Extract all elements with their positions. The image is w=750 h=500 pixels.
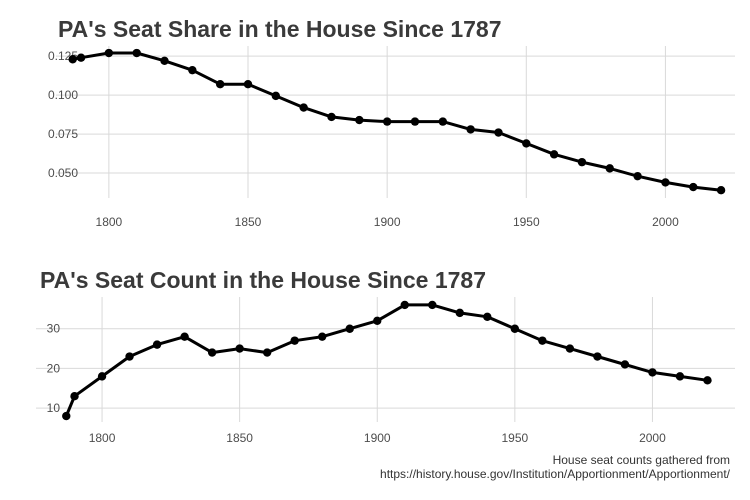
seat-share-x-tick-label: 1850 — [235, 215, 262, 229]
seat-share-data-point — [355, 115, 364, 125]
seat-share-data-point — [466, 125, 475, 134]
seat-share-x-tick-label: 1900 — [374, 215, 401, 229]
seat-share-panel: PA's Seat Share in the House Since 1787 … — [48, 16, 735, 229]
seat-share-data-point — [494, 128, 503, 137]
seat-share-data-point — [661, 178, 670, 187]
seat-share-data-point — [522, 139, 531, 148]
seat-count-data-point — [207, 348, 217, 357]
seat-share-title: PA's Seat Share in the House Since 1787 — [58, 16, 502, 42]
seat-count-line — [64, 303, 709, 418]
seat-share-data-point — [327, 112, 336, 122]
seat-share-x-tick-label: 1800 — [96, 215, 123, 229]
seat-count-data-point — [262, 348, 272, 357]
seat-share-data-point — [689, 182, 698, 192]
seat-count-data-point — [455, 308, 465, 318]
seat-count-data-point — [400, 300, 409, 310]
seat-count-y-tick-label: 30 — [47, 322, 61, 336]
seat-count-data-point — [97, 372, 107, 381]
seat-share-data-point — [104, 48, 114, 58]
seat-count-data-point — [318, 332, 327, 341]
seat-count-data-point — [565, 344, 575, 353]
caption-line-2: https://history.house.gov/Institution/Ap… — [380, 467, 731, 481]
seat-count-data-point — [593, 352, 602, 361]
seat-share-line — [71, 51, 723, 192]
seat-share-data-point — [215, 79, 225, 89]
seat-count-x-tick-label: 1950 — [501, 431, 528, 445]
seat-count-panel: PA's Seat Count in the House Since 1787 … — [36, 267, 735, 445]
seat-count-data-point — [235, 344, 244, 353]
seat-count-data-point — [70, 392, 79, 401]
seat-share-data-point — [68, 55, 77, 64]
seat-count-x-tick-label: 1900 — [364, 431, 391, 445]
seat-share-data-point — [132, 48, 141, 58]
seat-share-data-point — [410, 117, 420, 126]
seat-count-data-point — [428, 300, 437, 310]
seat-count-data-point — [152, 340, 162, 349]
seat-share-data-point — [382, 117, 392, 126]
seat-share-data-point — [549, 150, 559, 159]
seat-count-data-point — [675, 372, 685, 381]
seat-share-y-tick-label: 0.100 — [48, 88, 78, 102]
seat-count-y-tick-label: 10 — [47, 401, 61, 415]
seat-share-data-point — [438, 117, 448, 126]
seat-count-data-point — [290, 336, 299, 345]
seat-count-y-tick-label: 20 — [47, 361, 61, 375]
seat-share-y-tick-label: 0.050 — [48, 166, 78, 180]
seat-count-x-tick-label: 2000 — [639, 431, 666, 445]
seat-count-data-point — [538, 336, 547, 345]
seat-count-data-point — [62, 411, 71, 421]
seat-count-title: PA's Seat Count in the House Since 1787 — [40, 267, 486, 293]
seat-share-data-point — [188, 65, 197, 75]
seat-count-data-point — [125, 352, 134, 361]
seat-share-x-tick-label: 1950 — [513, 215, 540, 229]
seat-count-data-point — [510, 324, 520, 333]
seat-share-data-point — [160, 56, 169, 66]
seat-share-data-point — [299, 103, 308, 112]
seat-count-data-point — [345, 324, 354, 333]
seat-count-x-tick-label: 1800 — [89, 431, 116, 445]
seat-share-data-point — [76, 53, 86, 62]
seat-count-x-tick-label: 1850 — [226, 431, 253, 445]
seat-share-data-point — [271, 91, 281, 101]
seat-count-data-point — [373, 316, 382, 326]
seat-share-data-point — [716, 186, 726, 195]
seat-share-x-tick-label: 2000 — [652, 215, 679, 229]
seat-share-data-point — [243, 79, 253, 89]
seat-share-data-point — [577, 157, 587, 167]
seat-count-data-point — [620, 360, 630, 369]
caption-line-1: House seat counts gathered from — [553, 453, 730, 467]
seat-count-data-point — [180, 332, 189, 341]
seat-count-data-point — [703, 376, 712, 385]
seat-count-data-point — [483, 312, 492, 322]
seat-share-data-point — [605, 164, 614, 173]
seat-share-data-point — [633, 171, 642, 181]
seat-share-y-tick-label: 0.075 — [48, 127, 78, 141]
seat-count-data-point — [648, 368, 657, 377]
